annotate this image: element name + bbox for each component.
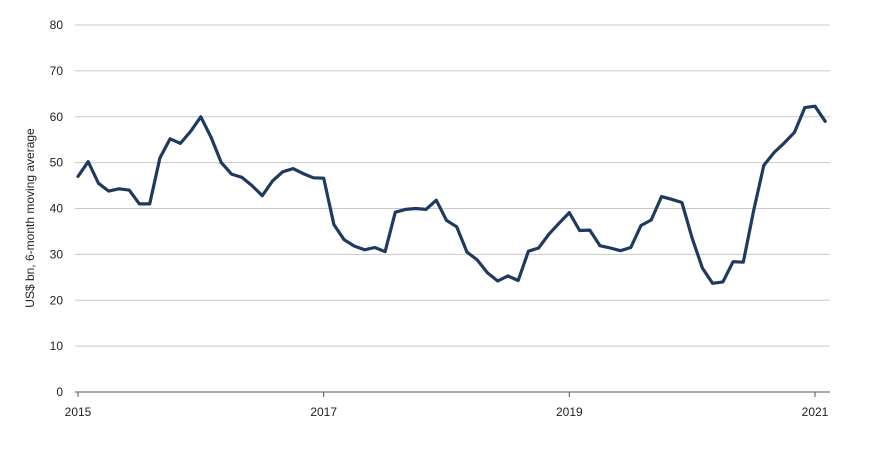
x-axis-ticks: 2015 2017 2019 2021 bbox=[65, 392, 829, 419]
y-axis-ticks: 0 10 20 30 40 50 60 70 80 bbox=[50, 18, 64, 399]
y-tick-label: 40 bbox=[50, 202, 64, 216]
y-tick-label: 30 bbox=[50, 247, 64, 261]
y-tick-label: 0 bbox=[56, 385, 63, 399]
y-tick-label: 10 bbox=[50, 339, 64, 353]
gridlines bbox=[75, 24, 830, 347]
y-tick-label: 20 bbox=[50, 293, 64, 307]
y-tick-label: 70 bbox=[50, 64, 64, 78]
series-line bbox=[76, 104, 827, 285]
y-axis-label: US$ bn, 6-month moving average bbox=[23, 128, 37, 308]
x-tick-label: 2019 bbox=[556, 405, 583, 419]
y-tick-label: 50 bbox=[50, 156, 64, 170]
y-tick-label: 80 bbox=[50, 18, 64, 32]
y-tick-label: 60 bbox=[50, 110, 64, 124]
x-tick-label: 2015 bbox=[65, 405, 92, 419]
x-tick-label: 2017 bbox=[310, 405, 337, 419]
data-points bbox=[77, 106, 826, 284]
x-tick-label: 2021 bbox=[802, 405, 829, 419]
